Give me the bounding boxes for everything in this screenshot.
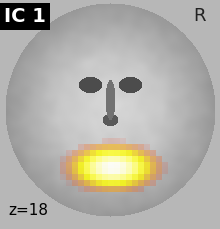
Text: IC 1: IC 1 [4, 7, 46, 26]
Text: z=18: z=18 [9, 202, 49, 218]
Text: R: R [194, 7, 206, 25]
